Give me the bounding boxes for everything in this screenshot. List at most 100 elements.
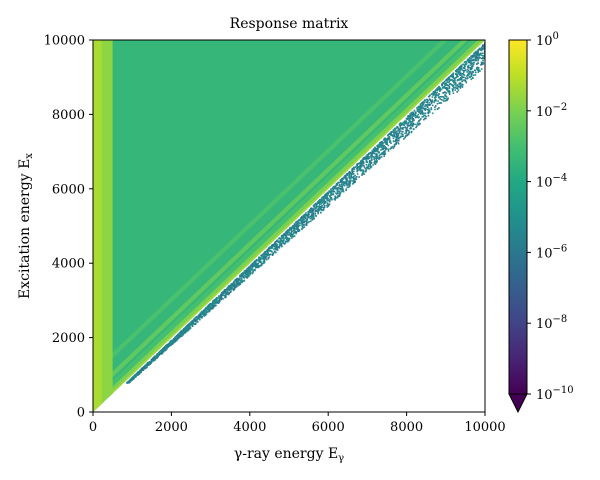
noise-point bbox=[427, 111, 430, 114]
noise-point bbox=[367, 167, 369, 170]
noise-point bbox=[468, 59, 471, 61]
noise-point bbox=[158, 352, 161, 355]
noise-point bbox=[265, 254, 268, 257]
y-axis: 0 2000 4000 6000 8000 10000 bbox=[44, 34, 93, 421]
noise-point bbox=[480, 68, 483, 70]
noise-point bbox=[433, 92, 436, 95]
noise-point bbox=[203, 310, 205, 313]
noise-point bbox=[365, 168, 368, 170]
noise-point bbox=[265, 258, 268, 261]
noise-point bbox=[385, 139, 387, 141]
noise-point bbox=[181, 332, 183, 335]
noise-point bbox=[220, 295, 222, 298]
noise-point bbox=[475, 56, 478, 59]
noise-point bbox=[366, 166, 369, 168]
noise-point bbox=[434, 91, 437, 94]
noise-point bbox=[297, 227, 299, 229]
noise-point bbox=[165, 344, 168, 347]
noise-point bbox=[195, 316, 197, 319]
noise-point bbox=[420, 105, 422, 107]
noise-point bbox=[407, 125, 409, 127]
noise-point bbox=[319, 200, 321, 202]
noise-point bbox=[258, 260, 261, 263]
noise-point bbox=[352, 177, 355, 179]
x-tick-label: 8000 bbox=[390, 420, 423, 435]
x-tick-label: 6000 bbox=[312, 420, 345, 435]
noise-point bbox=[367, 155, 370, 158]
noise-point bbox=[461, 83, 463, 86]
noise-point bbox=[456, 70, 458, 72]
noise-point bbox=[136, 373, 138, 376]
noise-point bbox=[450, 84, 453, 86]
noise-point bbox=[400, 133, 403, 135]
noise-point bbox=[293, 226, 296, 229]
noise-point bbox=[297, 225, 300, 228]
noise-point bbox=[451, 85, 454, 87]
noise-point bbox=[388, 135, 390, 138]
noise-point bbox=[312, 216, 315, 219]
noise-point bbox=[398, 136, 401, 139]
noise-point bbox=[345, 188, 348, 190]
noise-point bbox=[390, 142, 392, 144]
noise-point bbox=[458, 67, 461, 70]
noise-point bbox=[193, 319, 195, 322]
noise-point bbox=[468, 75, 471, 78]
noise-point bbox=[474, 69, 477, 72]
noise-point bbox=[419, 103, 422, 105]
noise-point bbox=[334, 199, 337, 201]
colorbar-gradient bbox=[508, 39, 528, 395]
noise-point bbox=[190, 321, 193, 324]
noise-point bbox=[434, 90, 436, 93]
noise-point bbox=[294, 231, 296, 234]
noise-point bbox=[249, 270, 252, 273]
noise-point bbox=[408, 131, 411, 134]
noise-point bbox=[436, 94, 438, 96]
noise-point bbox=[390, 131, 392, 134]
noise-point bbox=[220, 298, 223, 301]
noise-point bbox=[270, 247, 273, 250]
noise-point bbox=[360, 161, 362, 164]
noise-point bbox=[292, 235, 294, 238]
noise-point bbox=[444, 95, 446, 97]
noise-point bbox=[319, 206, 322, 208]
noise-point bbox=[454, 73, 457, 75]
noise-point bbox=[297, 230, 300, 233]
noise-point bbox=[275, 246, 277, 249]
noise-point bbox=[335, 192, 337, 194]
noise-point bbox=[348, 176, 350, 178]
x-tick-label: 2000 bbox=[155, 420, 188, 435]
noise-point bbox=[375, 154, 378, 156]
noise-point bbox=[470, 55, 472, 58]
noise-point bbox=[141, 367, 144, 370]
noise-point bbox=[324, 194, 326, 196]
noise-point bbox=[267, 247, 270, 250]
noise-point bbox=[287, 240, 289, 243]
noise-point bbox=[476, 51, 479, 53]
noise-point bbox=[423, 101, 425, 104]
noise-point bbox=[327, 204, 330, 207]
noise-point bbox=[375, 157, 377, 159]
noise-point bbox=[453, 77, 456, 80]
noise-point bbox=[384, 140, 386, 143]
noise-point bbox=[193, 318, 196, 320]
noise-point bbox=[230, 288, 233, 290]
noise-point bbox=[235, 285, 237, 287]
noise-point bbox=[310, 210, 313, 213]
noise-point bbox=[201, 312, 204, 315]
noise-point bbox=[458, 85, 461, 87]
noise-point bbox=[424, 99, 427, 101]
noise-point bbox=[452, 75, 455, 78]
noise-point bbox=[440, 88, 443, 91]
noise-point bbox=[262, 255, 265, 258]
noise-point bbox=[219, 299, 221, 301]
noise-point bbox=[211, 302, 214, 305]
noise-point bbox=[431, 112, 434, 115]
noise-point bbox=[471, 63, 473, 65]
noise-point bbox=[406, 134, 408, 137]
noise-point bbox=[217, 302, 220, 304]
noise-point bbox=[340, 185, 343, 188]
noise-point bbox=[457, 71, 459, 73]
noise-point bbox=[165, 348, 168, 350]
noise-point bbox=[338, 194, 340, 197]
noise-point bbox=[146, 362, 149, 365]
